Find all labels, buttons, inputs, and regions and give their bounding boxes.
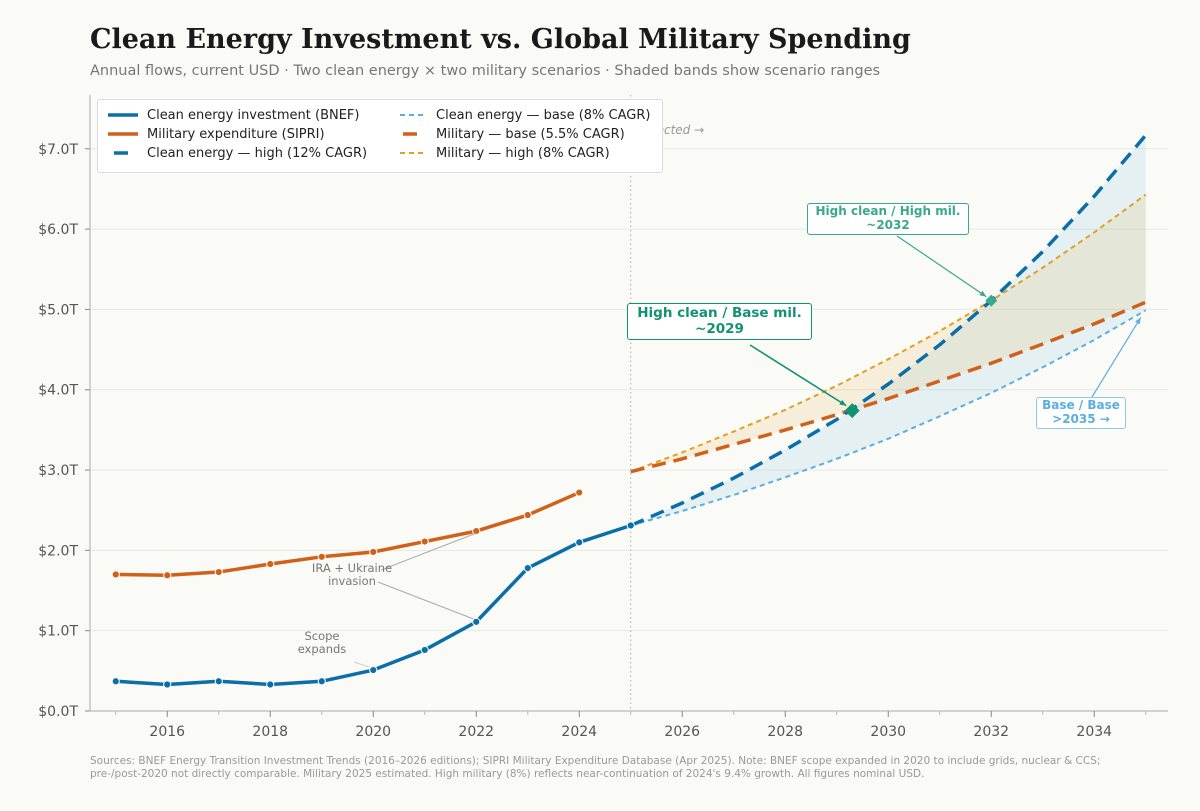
annotation-high-clean-high-mil: High clean / High mil. ~2032 — [807, 203, 969, 235]
y-tick-label: $5.0T — [38, 302, 78, 318]
chart-subtitle: Annual flows, current USD · Two clean en… — [90, 63, 881, 79]
annotation-line: Scope — [304, 629, 340, 643]
annotation-line: High clean / Base mil. — [637, 305, 802, 321]
legend: Clean energy investment (BNEF) Military e… — [97, 99, 663, 173]
data-point — [420, 537, 429, 546]
legend-swatch — [400, 152, 424, 154]
annotation-ira-ukraine: IRA + Ukraine invasion — [300, 561, 404, 589]
y-tick-label: $3.0T — [38, 463, 78, 479]
annotation-leader — [353, 661, 370, 668]
annotation-leader — [380, 532, 477, 571]
data-point — [266, 680, 275, 689]
legend-label: Military — base (5.5% CAGR) — [436, 126, 625, 142]
series-line — [630, 300, 1147, 474]
annotation-arrow — [1091, 317, 1142, 398]
legend-swatch — [108, 132, 138, 136]
arrowhead — [1135, 317, 1141, 325]
data-point — [214, 677, 223, 686]
annotation-high-clean-base-mil: High clean / Base mil. ~2029 — [627, 303, 812, 341]
annotation-line: >2035 → — [1052, 411, 1110, 426]
scenario-band — [630, 135, 1146, 526]
data-point — [214, 567, 223, 577]
annotation-leader — [377, 581, 474, 620]
legend-label: Military expenditure (SIPRI) — [147, 126, 325, 142]
data-point — [317, 677, 326, 686]
data-point — [163, 680, 172, 689]
data-point — [369, 665, 378, 675]
data-point — [266, 559, 275, 569]
arrowhead — [979, 290, 987, 297]
x-tick-label: 2022 — [458, 724, 494, 740]
legend-label: Clean energy investment (BNEF) — [147, 107, 360, 123]
legend-item: Military — high (8% CAGR) — [397, 144, 610, 162]
data-point — [369, 547, 378, 557]
y-tick-label: $6.0T — [38, 222, 78, 238]
data-point — [472, 617, 481, 626]
data-point — [472, 526, 481, 536]
data-point — [111, 570, 120, 579]
data-point — [523, 510, 532, 520]
footnote-line: Sources: BNEF Energy Transition Investme… — [90, 755, 1101, 767]
annotation-line: expands — [297, 642, 347, 657]
footnote-line: pre-/post-2020 not directly comparable. … — [90, 768, 925, 780]
legend-item: Military — base (5.5% CAGR) — [397, 125, 625, 143]
scenario-band — [630, 194, 1146, 472]
legend-swatch — [400, 114, 424, 116]
annotation-line: invasion — [328, 574, 376, 589]
legend-item: Clean energy investment (BNEF) — [108, 106, 359, 124]
annotation-line: ~2029 — [695, 320, 744, 337]
annotation-line: IRA + Ukraine — [311, 561, 393, 575]
legend-swatch — [114, 151, 128, 155]
x-tick-label: 2034 — [1076, 724, 1112, 740]
annotation-line: High clean / High mil. — [815, 204, 961, 218]
data-point — [575, 538, 584, 547]
annotation-arrow — [896, 235, 987, 298]
x-tick-label: 2026 — [664, 724, 700, 740]
arrowhead — [839, 399, 847, 406]
annotation-base-base: Base / Base >2035 → — [1036, 397, 1126, 429]
annotation-arrow — [749, 344, 847, 407]
series-line — [630, 309, 1147, 527]
legend-item: Military expenditure (SIPRI) — [108, 125, 325, 143]
x-tick-label: 2016 — [149, 724, 185, 740]
data-point — [420, 645, 429, 655]
annotation-scope-expands: Scope expands — [280, 629, 364, 657]
crossover-marker — [985, 294, 998, 307]
x-tick-label: 2018 — [252, 724, 288, 740]
annotation-line: ~2032 — [866, 217, 910, 232]
x-tick-label: 2024 — [561, 724, 597, 740]
series-line — [630, 193, 1147, 473]
legend-label: Clean energy — high (12% CAGR) — [147, 145, 368, 161]
series-line — [630, 134, 1148, 528]
x-tick-label: 2028 — [767, 724, 803, 740]
x-tick-label: 2030 — [870, 724, 906, 740]
y-tick-label: $4.0T — [38, 383, 78, 399]
legend-swatch — [108, 113, 138, 117]
legend-label: Clean energy — base (8% CAGR) — [436, 107, 651, 123]
data-point — [111, 677, 120, 686]
data-point — [523, 563, 532, 573]
y-tick-label: $0.0T — [38, 704, 78, 720]
chart-title: Clean Energy Investment vs. Global Milit… — [90, 24, 911, 55]
y-tick-label: $2.0T — [38, 543, 78, 559]
data-point — [317, 552, 326, 561]
x-tick-label: 2032 — [973, 724, 1009, 740]
legend-item: Clean energy — high (12% CAGR) — [108, 144, 367, 162]
legend-label: Military — high (8% CAGR) — [436, 145, 610, 161]
data-point — [575, 488, 584, 497]
annotation-line: Base / Base — [1042, 398, 1120, 412]
series-line — [115, 490, 580, 578]
legend-item: Clean energy — base (8% CAGR) — [397, 106, 650, 124]
y-tick-label: $1.0T — [38, 624, 78, 640]
x-tick-label: 2020 — [355, 724, 391, 740]
source-footnote: Sources: BNEF Energy Transition Investme… — [90, 755, 1190, 781]
crossover-marker — [844, 403, 860, 419]
data-point — [163, 571, 172, 580]
y-tick-label: $7.0T — [38, 142, 78, 158]
legend-swatch — [403, 132, 417, 136]
data-point — [626, 521, 635, 530]
